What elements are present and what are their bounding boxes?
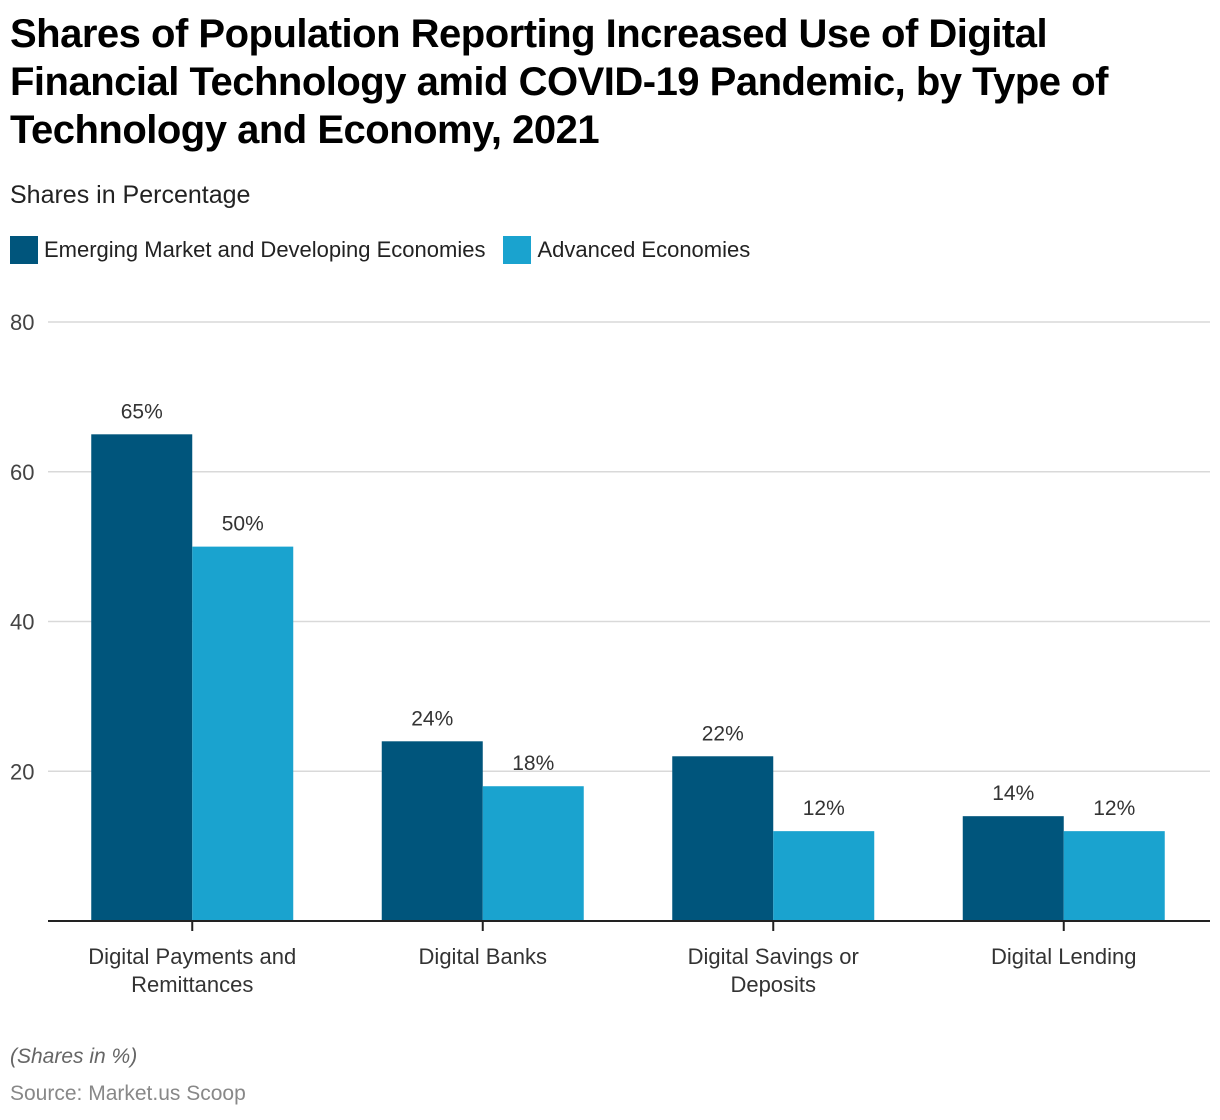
legend-item-emerging: Emerging Market and Developing Economies [10,236,485,264]
bar-emerging [672,756,774,921]
x-tick-label: Digital Lending [991,944,1137,969]
legend-item-advanced: Advanced Economies [503,236,750,264]
chart-title: Shares of Population Reporting Increased… [10,12,1108,152]
bar-emerging [381,741,483,921]
x-tick-label: Remittances [131,972,253,997]
y-tick-label: 80 [10,310,34,335]
legend-swatch-emerging [10,236,38,264]
data-label: 14% [992,782,1034,805]
legend-swatch-advanced [503,236,532,264]
bar-chart: 20 40 60 80 65% 50% Digital Payments and Remitt… [10,310,1210,997]
legend-label-emerging: Emerging Market and Developing Economies [44,237,486,262]
bar-advanced [773,831,875,921]
data-label: 18% [512,752,554,775]
y-tick-label: 20 [10,759,34,784]
y-tick-label: 40 [10,610,34,635]
bar-emerging [962,816,1064,921]
x-tick-label: Digital Banks [419,944,547,969]
data-label: 24% [411,707,453,730]
bar-emerging [91,434,193,921]
data-label: 65% [121,400,163,423]
legend: Emerging Market and Developing Economies… [10,236,768,264]
bar-advanced [192,546,294,921]
x-tick-label: Digital Savings or [688,944,859,969]
data-label: 22% [702,722,744,745]
data-label: 12% [803,797,845,820]
y-tick-label: 60 [10,460,34,485]
data-label: 12% [1093,797,1135,820]
data-label: 50% [222,513,264,536]
x-tick-label: Digital Payments and [88,944,296,969]
footnote: (Shares in %) [10,1045,138,1068]
source-text: Source: Market.us Scoop [10,1082,246,1105]
bar-advanced [482,786,584,921]
chart-subtitle: Shares in Percentage [10,181,251,209]
legend-label-advanced: Advanced Economies [537,237,751,262]
x-tick-label: Deposits [730,972,816,997]
bar-advanced [1063,831,1165,921]
